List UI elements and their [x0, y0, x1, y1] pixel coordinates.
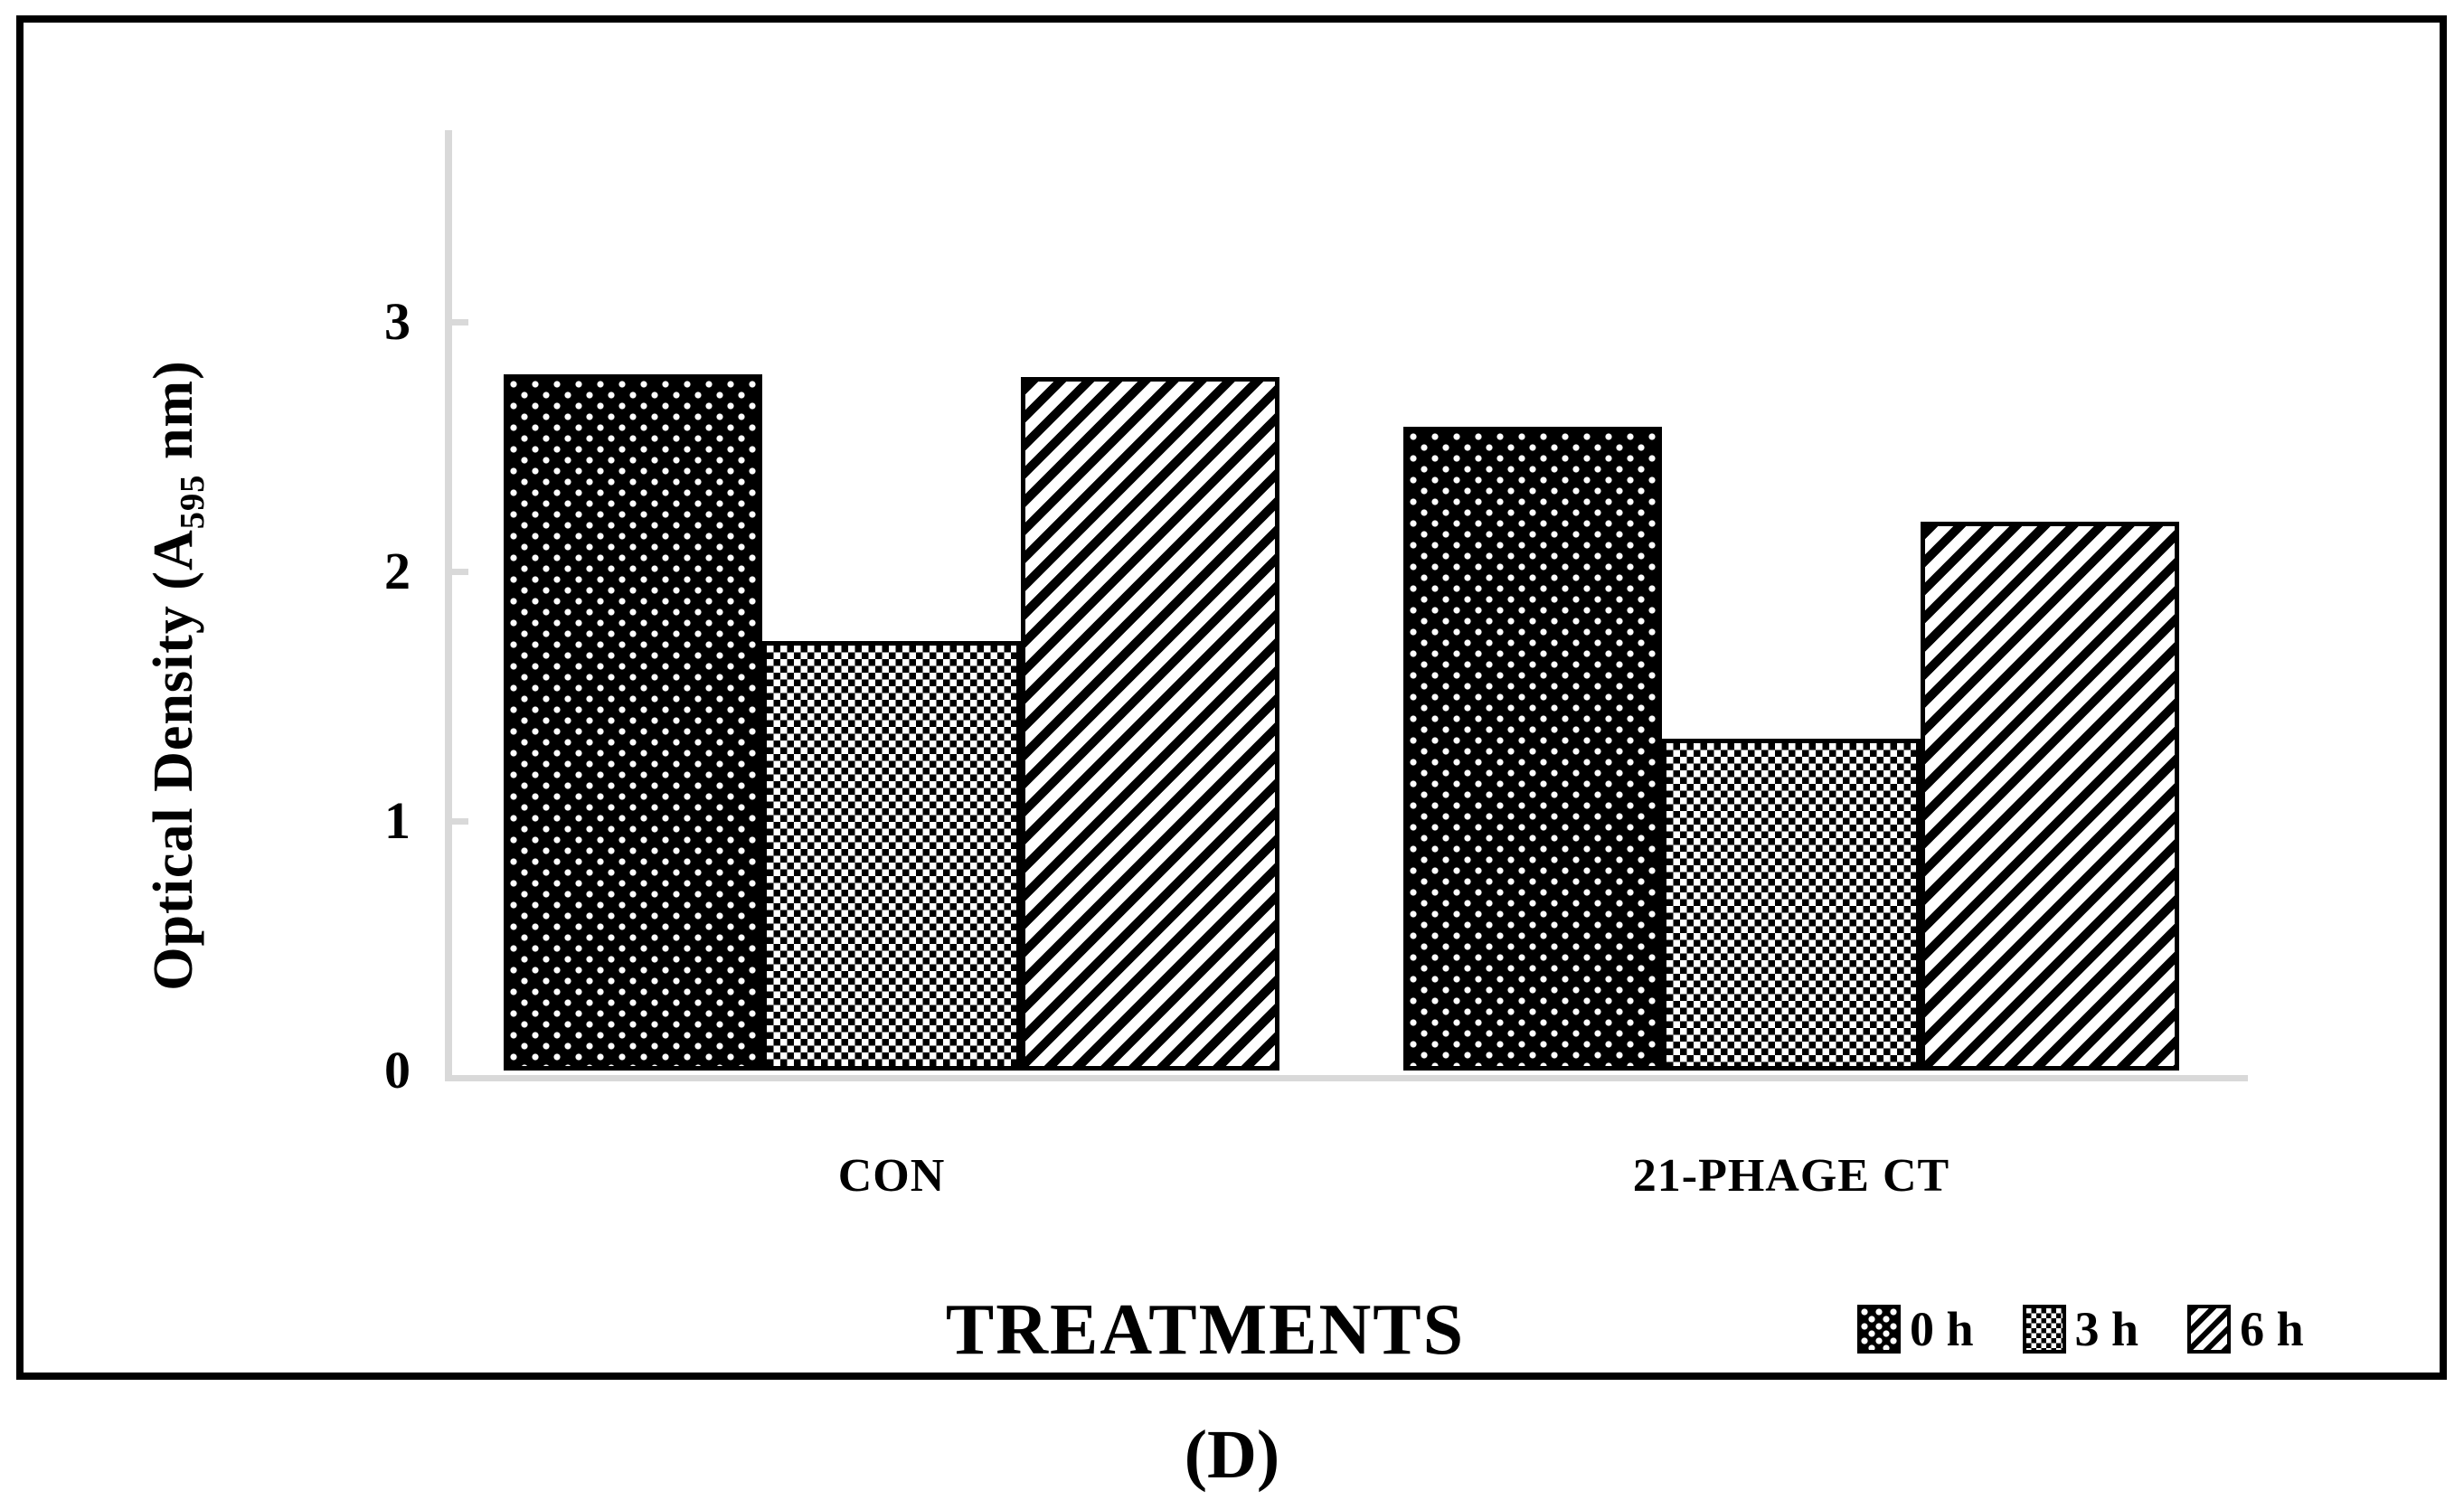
y-tick-mark-1 [445, 818, 468, 825]
bar-con-3-h [762, 641, 1021, 1071]
y-axis-line [445, 130, 452, 1081]
y-tick-label-2: 2 [384, 542, 411, 600]
legend-label-0-h: 0 h [1910, 1302, 1974, 1356]
y-tick-label-3: 3 [384, 292, 411, 351]
x-category-label-21-phage-ct: 21-PHAGE CT [1632, 1150, 1950, 1202]
bar-21-phage-ct-6-h [1921, 522, 2179, 1071]
y-axis-title-subscript: 595 [174, 474, 212, 530]
figure-caption: (D) [1184, 1417, 1280, 1493]
legend-label-3-h: 3 h [2074, 1302, 2139, 1356]
legend-item-0-h: 0 h [1857, 1301, 1974, 1357]
y-tick-mark-3 [445, 319, 468, 325]
legend-swatch-0-h-icon [1857, 1305, 1901, 1354]
bar-21-phage-ct-0-h [1403, 427, 1662, 1071]
legend-item-6-h: 6 h [2187, 1301, 2304, 1357]
bar-con-6-h [1021, 377, 1279, 1071]
y-axis-title-prefix: Optical Density (A [142, 529, 204, 991]
x-axis-line [445, 1075, 2248, 1081]
y-tick-label-1: 1 [384, 791, 411, 850]
legend-swatch-3-h-icon [2022, 1305, 2066, 1354]
bar-con-0-h [504, 374, 762, 1071]
y-tick-mark-2 [445, 569, 468, 575]
chart-frame: Optical Density (A595 nm) 0 1 2 3 CON 21-PHA… [16, 15, 2447, 1380]
x-axis-title: TREATMENTS [945, 1290, 1466, 1370]
x-category-label-con: CON [837, 1150, 946, 1202]
legend-swatch-6-h-icon [2187, 1305, 2232, 1354]
legend-item-3-h: 3 h [2022, 1301, 2139, 1357]
legend: 0 h 3 h 6 h [1857, 1302, 2304, 1356]
bar-21-phage-ct-3-h [1662, 739, 1921, 1071]
y-axis-title-suffix: nm) [142, 360, 204, 475]
y-axis-title: Optical Density (A595 nm) [142, 360, 212, 990]
y-tick-label-0: 0 [384, 1041, 411, 1099]
legend-label-6-h: 6 h [2240, 1302, 2304, 1356]
